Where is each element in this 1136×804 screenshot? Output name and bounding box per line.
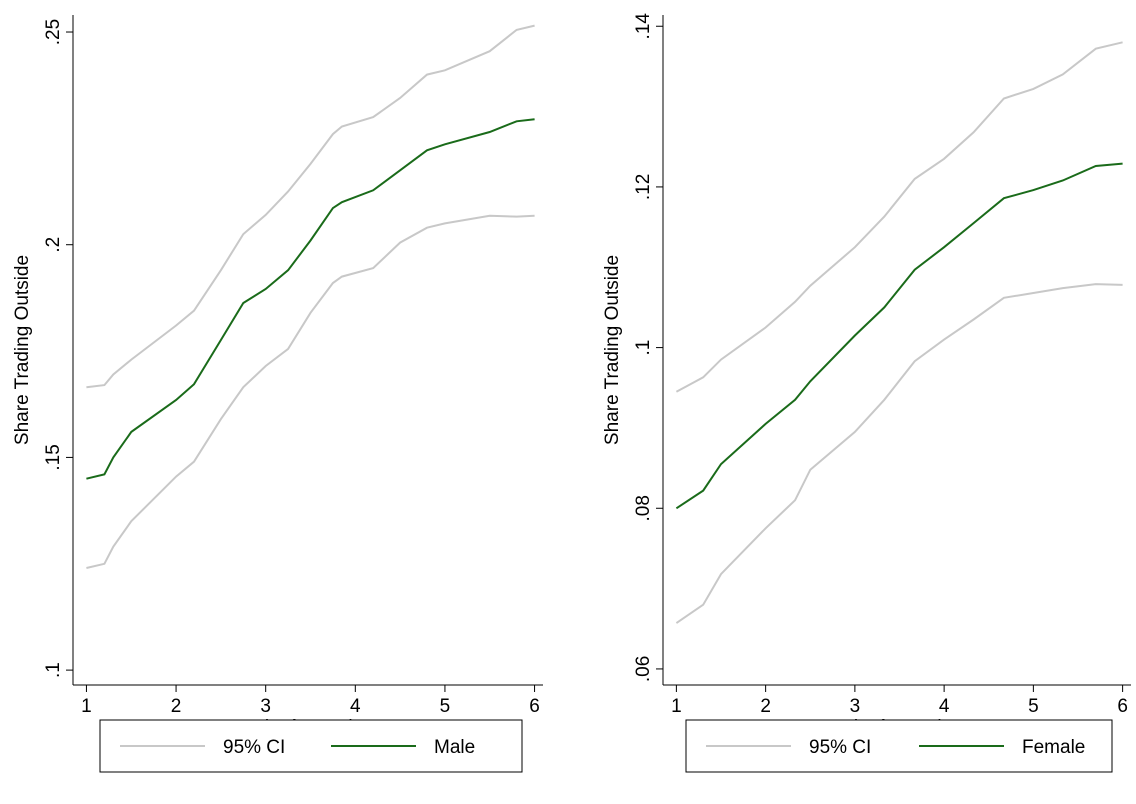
x-tick-label: 2 [760,696,771,717]
x-tick-label: 5 [440,696,451,717]
ci-upper [675,41,1123,393]
ci-lower [86,214,535,569]
legend-label: Female [1022,737,1085,758]
line [86,118,535,480]
legend-label: Male [434,737,475,758]
x-tick-label: 5 [1028,696,1039,717]
y-tick-label: .08 [633,495,654,521]
x-tick-label: 6 [529,696,540,717]
x-tick-label: 3 [260,696,271,717]
x-tick-label: 4 [939,696,950,717]
y-tick-label: .1 [633,340,654,356]
x-tick-label: 6 [1117,696,1128,717]
ci-upper [86,24,535,389]
x-tick-label: 1 [671,696,682,717]
y-tick-label: .15 [43,444,64,470]
y-axis-label: Share Trading Outside [602,255,623,445]
y-tick-label: .25 [43,19,64,45]
y-tick-label: .06 [633,656,654,682]
x-tick-label: 2 [171,696,182,717]
y-tick-label: .12 [633,174,654,200]
y-axis-label: Share Trading Outside [12,255,33,445]
x-tick-label: 1 [81,696,92,717]
ci-lower [675,283,1123,624]
y-tick-label: .2 [43,237,64,253]
x-tick-label: 3 [850,696,861,717]
legend-box [685,719,1113,773]
legend-label: 95% CI [223,737,285,758]
y-tick-label: .14 [633,13,654,40]
legend-label: 95% CI [809,737,871,758]
line [675,162,1123,510]
x-tick-label: 4 [350,696,361,717]
legend-box [99,719,523,773]
y-tick-label: .1 [43,662,64,678]
